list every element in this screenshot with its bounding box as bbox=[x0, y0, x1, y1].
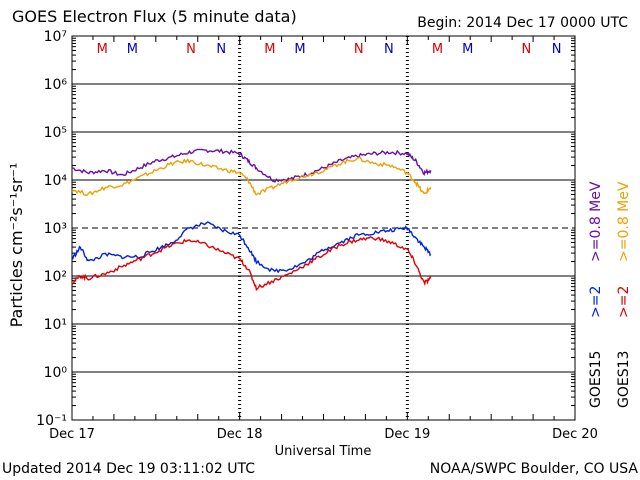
marker-m: M bbox=[264, 42, 275, 57]
legend-satellite: GOES13 bbox=[616, 351, 632, 408]
grid-lines bbox=[72, 83, 575, 373]
x-tick-label: Dec 20 bbox=[552, 427, 598, 442]
legend-series-08mev: >=0.8 MeV bbox=[616, 181, 632, 262]
marker-n: N bbox=[384, 42, 394, 57]
marker-m: M bbox=[127, 42, 138, 57]
marker-n: N bbox=[354, 42, 364, 57]
legend-series-08mev: >=0.8 MeV bbox=[588, 181, 604, 262]
y-tick-label: 10¹ bbox=[44, 317, 67, 333]
y-axis-ticks: 10⁻¹ 10⁰ 10¹ 10² 10³ 10⁴ 10⁵ 10⁶ 10⁷ bbox=[36, 29, 575, 429]
marker-m: M bbox=[462, 42, 473, 57]
y-tick-label: 10⁻¹ bbox=[36, 413, 67, 429]
legend-series-2mev: >=2 bbox=[588, 286, 604, 318]
x-tick-label: Dec 19 bbox=[384, 427, 430, 442]
legend: GOES15 >=2 >=0.8 MeV GOES13 >=2 >=0.8 MeV bbox=[588, 181, 632, 408]
begin-date: Begin: 2014 Dec 17 0000 UTC bbox=[417, 15, 628, 31]
marker-m: M bbox=[294, 42, 305, 57]
y-tick-label: 10⁰ bbox=[44, 365, 68, 381]
x-axis-ticks: Dec 17 Dec 18 Dec 19 Dec 20 bbox=[49, 36, 598, 442]
marker-n: N bbox=[216, 42, 226, 57]
chart-title: GOES Electron Flux (5 minute data) bbox=[12, 7, 297, 26]
series-line bbox=[71, 235, 432, 292]
x-tick-label: Dec 18 bbox=[217, 427, 263, 442]
y-axis-label: Particles cm⁻²s⁻¹sr⁻¹ bbox=[7, 163, 26, 328]
y-tick-label: 10⁷ bbox=[44, 29, 67, 45]
marker-n: N bbox=[522, 42, 532, 57]
legend-satellite: GOES15 bbox=[588, 351, 604, 408]
marker-m: M bbox=[432, 42, 443, 57]
marker-m: M bbox=[97, 42, 108, 57]
updated-timestamp: Updated 2014 Dec 19 03:11:02 UTC bbox=[2, 461, 255, 477]
series-line bbox=[71, 221, 432, 274]
marker-n: N bbox=[552, 42, 562, 57]
x-tick-label: Dec 17 bbox=[49, 427, 95, 442]
x-axis-label: Universal Time bbox=[275, 444, 372, 459]
series-line bbox=[71, 147, 432, 183]
series-line bbox=[71, 156, 432, 196]
day-boundaries bbox=[238, 36, 409, 420]
marker-n: N bbox=[186, 42, 196, 57]
y-tick-label: 10⁴ bbox=[44, 173, 68, 189]
y-tick-label: 10² bbox=[44, 269, 67, 285]
credit: NOAA/SWPC Boulder, CO USA bbox=[430, 461, 639, 477]
data-series bbox=[71, 147, 432, 292]
y-tick-label: 10⁵ bbox=[44, 125, 67, 141]
y-tick-label: 10⁶ bbox=[44, 77, 68, 93]
y-tick-label: 10³ bbox=[44, 221, 67, 237]
legend-series-2mev: >=2 bbox=[616, 286, 632, 318]
